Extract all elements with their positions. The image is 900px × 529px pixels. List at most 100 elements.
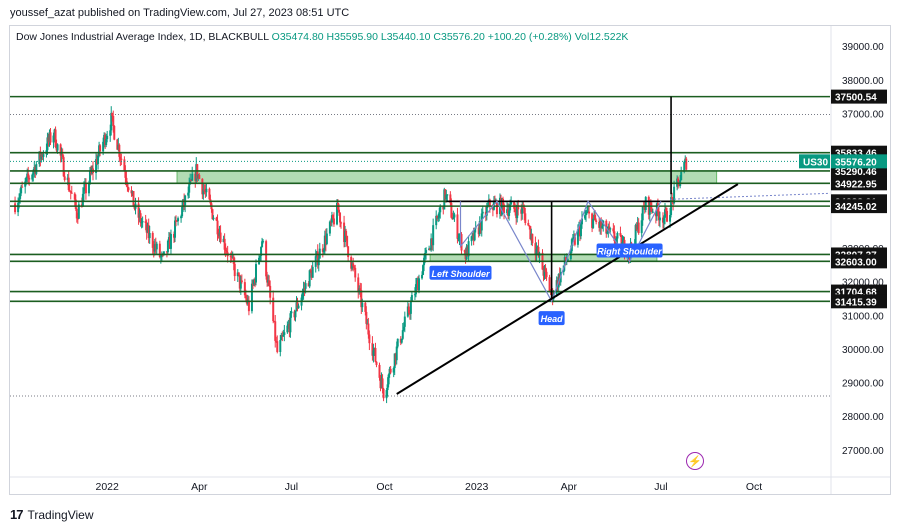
candle-body: [253, 279, 256, 283]
candle-body: [212, 217, 215, 220]
candle-body: [62, 157, 65, 177]
candle-body: [141, 221, 144, 223]
candle-body: [491, 206, 494, 210]
candle-body: [417, 278, 420, 291]
candle-body: [472, 233, 475, 241]
candle-body: [236, 272, 239, 277]
candle-body: [523, 207, 526, 214]
candle-body: [335, 203, 338, 225]
candle-body: [297, 305, 300, 309]
pattern-label-bg: [596, 243, 663, 258]
candle-body: [609, 228, 612, 230]
candle-body: [308, 270, 311, 287]
candle-body: [340, 222, 343, 224]
candle-body: [401, 330, 404, 339]
candle-body: [396, 338, 399, 347]
candle-body: [219, 232, 222, 243]
candle-body: [537, 246, 540, 256]
candle-body: [322, 249, 325, 252]
candle-body: [61, 154, 64, 158]
candle-body: [371, 343, 374, 356]
candle-body: [184, 195, 187, 206]
candle-body: [66, 177, 69, 181]
candle-body: [87, 182, 90, 194]
candle-body: [666, 210, 669, 222]
candle-body: [650, 208, 653, 212]
candle-body: [211, 209, 214, 220]
candle-body: [613, 231, 616, 241]
candle-body: [644, 197, 647, 211]
lightning-icon[interactable]: ⚡: [686, 452, 704, 470]
candle-body: [302, 288, 305, 293]
candle-body: [247, 300, 250, 312]
candle-body: [365, 311, 368, 324]
y-tick-label: 39000.00: [842, 42, 884, 53]
candle-body: [268, 280, 271, 286]
candle-body: [665, 209, 667, 211]
candle-body: [332, 218, 335, 225]
candle-body: [132, 191, 135, 207]
candle-body: [531, 233, 534, 244]
candle-body: [528, 225, 531, 227]
candle-body: [144, 221, 147, 223]
candle-body: [594, 214, 597, 221]
candle-body: [28, 177, 31, 180]
candle-body: [595, 220, 598, 222]
candle-body: [311, 266, 314, 278]
candle-body: [98, 145, 101, 156]
candle-body: [301, 292, 304, 298]
candle-body: [402, 326, 405, 331]
candle-body: [42, 154, 45, 157]
candle-body: [586, 211, 589, 213]
candle-body: [394, 353, 397, 361]
candle-body: [584, 215, 587, 219]
candle-body: [148, 232, 151, 239]
candle-body: [414, 284, 417, 295]
candle-body: [408, 312, 411, 314]
candle-body: [592, 218, 595, 228]
candle-body: [622, 239, 625, 242]
candle-body: [352, 263, 355, 267]
candle-body: [395, 346, 398, 361]
candle-body: [127, 187, 130, 191]
candle-body: [471, 233, 474, 237]
candle-body: [451, 217, 454, 220]
candle-body: [358, 288, 361, 293]
candle-body: [251, 283, 254, 285]
candle-body: [286, 325, 289, 333]
candle-body: [38, 151, 41, 165]
tradingview-brand[interactable]: 17 TradingView: [10, 507, 94, 522]
candle-body: [194, 173, 197, 181]
candle-body: [524, 213, 527, 223]
candle-body: [262, 241, 265, 243]
candle-body: [508, 210, 511, 216]
candle-body: [543, 267, 546, 276]
candle-body: [437, 217, 440, 219]
candle-body: [173, 233, 175, 238]
legend-change: +100.20 (+0.28%): [487, 31, 572, 43]
candle-body: [466, 246, 469, 257]
candle-body: [345, 230, 348, 236]
y-tick-label: 38000.00: [842, 76, 884, 87]
candle-body: [274, 321, 277, 341]
candle-body: [620, 235, 623, 250]
candle-body: [506, 209, 509, 214]
candle-body: [380, 378, 383, 389]
candle-body: [392, 368, 395, 373]
candle-body: [331, 215, 334, 219]
candle-body: [293, 311, 296, 318]
candle-body: [74, 199, 77, 209]
candle-body: [488, 199, 491, 207]
candle-body: [260, 246, 263, 256]
candle-body: [180, 216, 183, 219]
candle-body: [176, 220, 179, 222]
candle-body: [162, 251, 165, 255]
candle-body: [480, 213, 483, 231]
candle-body: [606, 231, 609, 234]
candle-body: [612, 228, 615, 232]
candle-body: [587, 211, 590, 213]
candle-body: [564, 257, 567, 262]
candle-body: [580, 218, 583, 225]
candle-body: [230, 256, 233, 258]
